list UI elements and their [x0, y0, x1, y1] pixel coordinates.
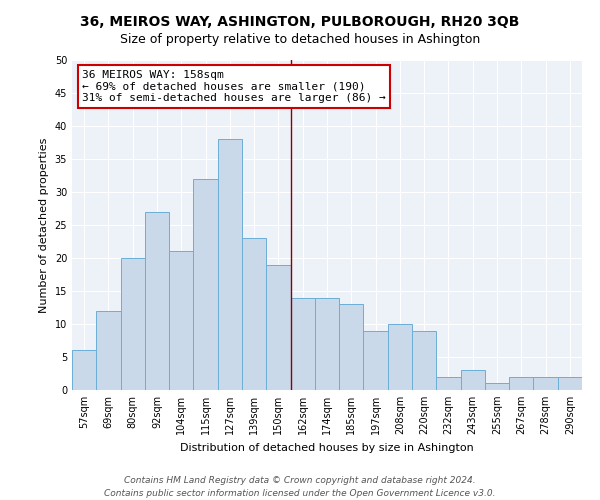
Bar	[364, 330, 388, 390]
Bar	[121, 258, 145, 390]
Bar	[558, 377, 582, 390]
Bar	[509, 377, 533, 390]
Bar	[315, 298, 339, 390]
Bar	[388, 324, 412, 390]
Bar	[339, 304, 364, 390]
Bar	[461, 370, 485, 390]
Bar	[266, 264, 290, 390]
Text: 36, MEIROS WAY, ASHINGTON, PULBOROUGH, RH20 3QB: 36, MEIROS WAY, ASHINGTON, PULBOROUGH, R…	[80, 15, 520, 29]
Bar	[290, 298, 315, 390]
Bar	[436, 377, 461, 390]
Text: 36 MEIROS WAY: 158sqm
← 69% of detached houses are smaller (190)
31% of semi-det: 36 MEIROS WAY: 158sqm ← 69% of detached …	[82, 70, 386, 103]
Bar	[218, 139, 242, 390]
Bar	[485, 384, 509, 390]
Bar	[145, 212, 169, 390]
Y-axis label: Number of detached properties: Number of detached properties	[39, 138, 49, 312]
Bar	[533, 377, 558, 390]
Bar	[242, 238, 266, 390]
Bar	[412, 330, 436, 390]
Bar	[169, 252, 193, 390]
X-axis label: Distribution of detached houses by size in Ashington: Distribution of detached houses by size …	[180, 442, 474, 452]
Text: Contains HM Land Registry data © Crown copyright and database right 2024.
Contai: Contains HM Land Registry data © Crown c…	[104, 476, 496, 498]
Text: Size of property relative to detached houses in Ashington: Size of property relative to detached ho…	[120, 32, 480, 46]
Bar	[96, 311, 121, 390]
Bar	[72, 350, 96, 390]
Bar	[193, 179, 218, 390]
